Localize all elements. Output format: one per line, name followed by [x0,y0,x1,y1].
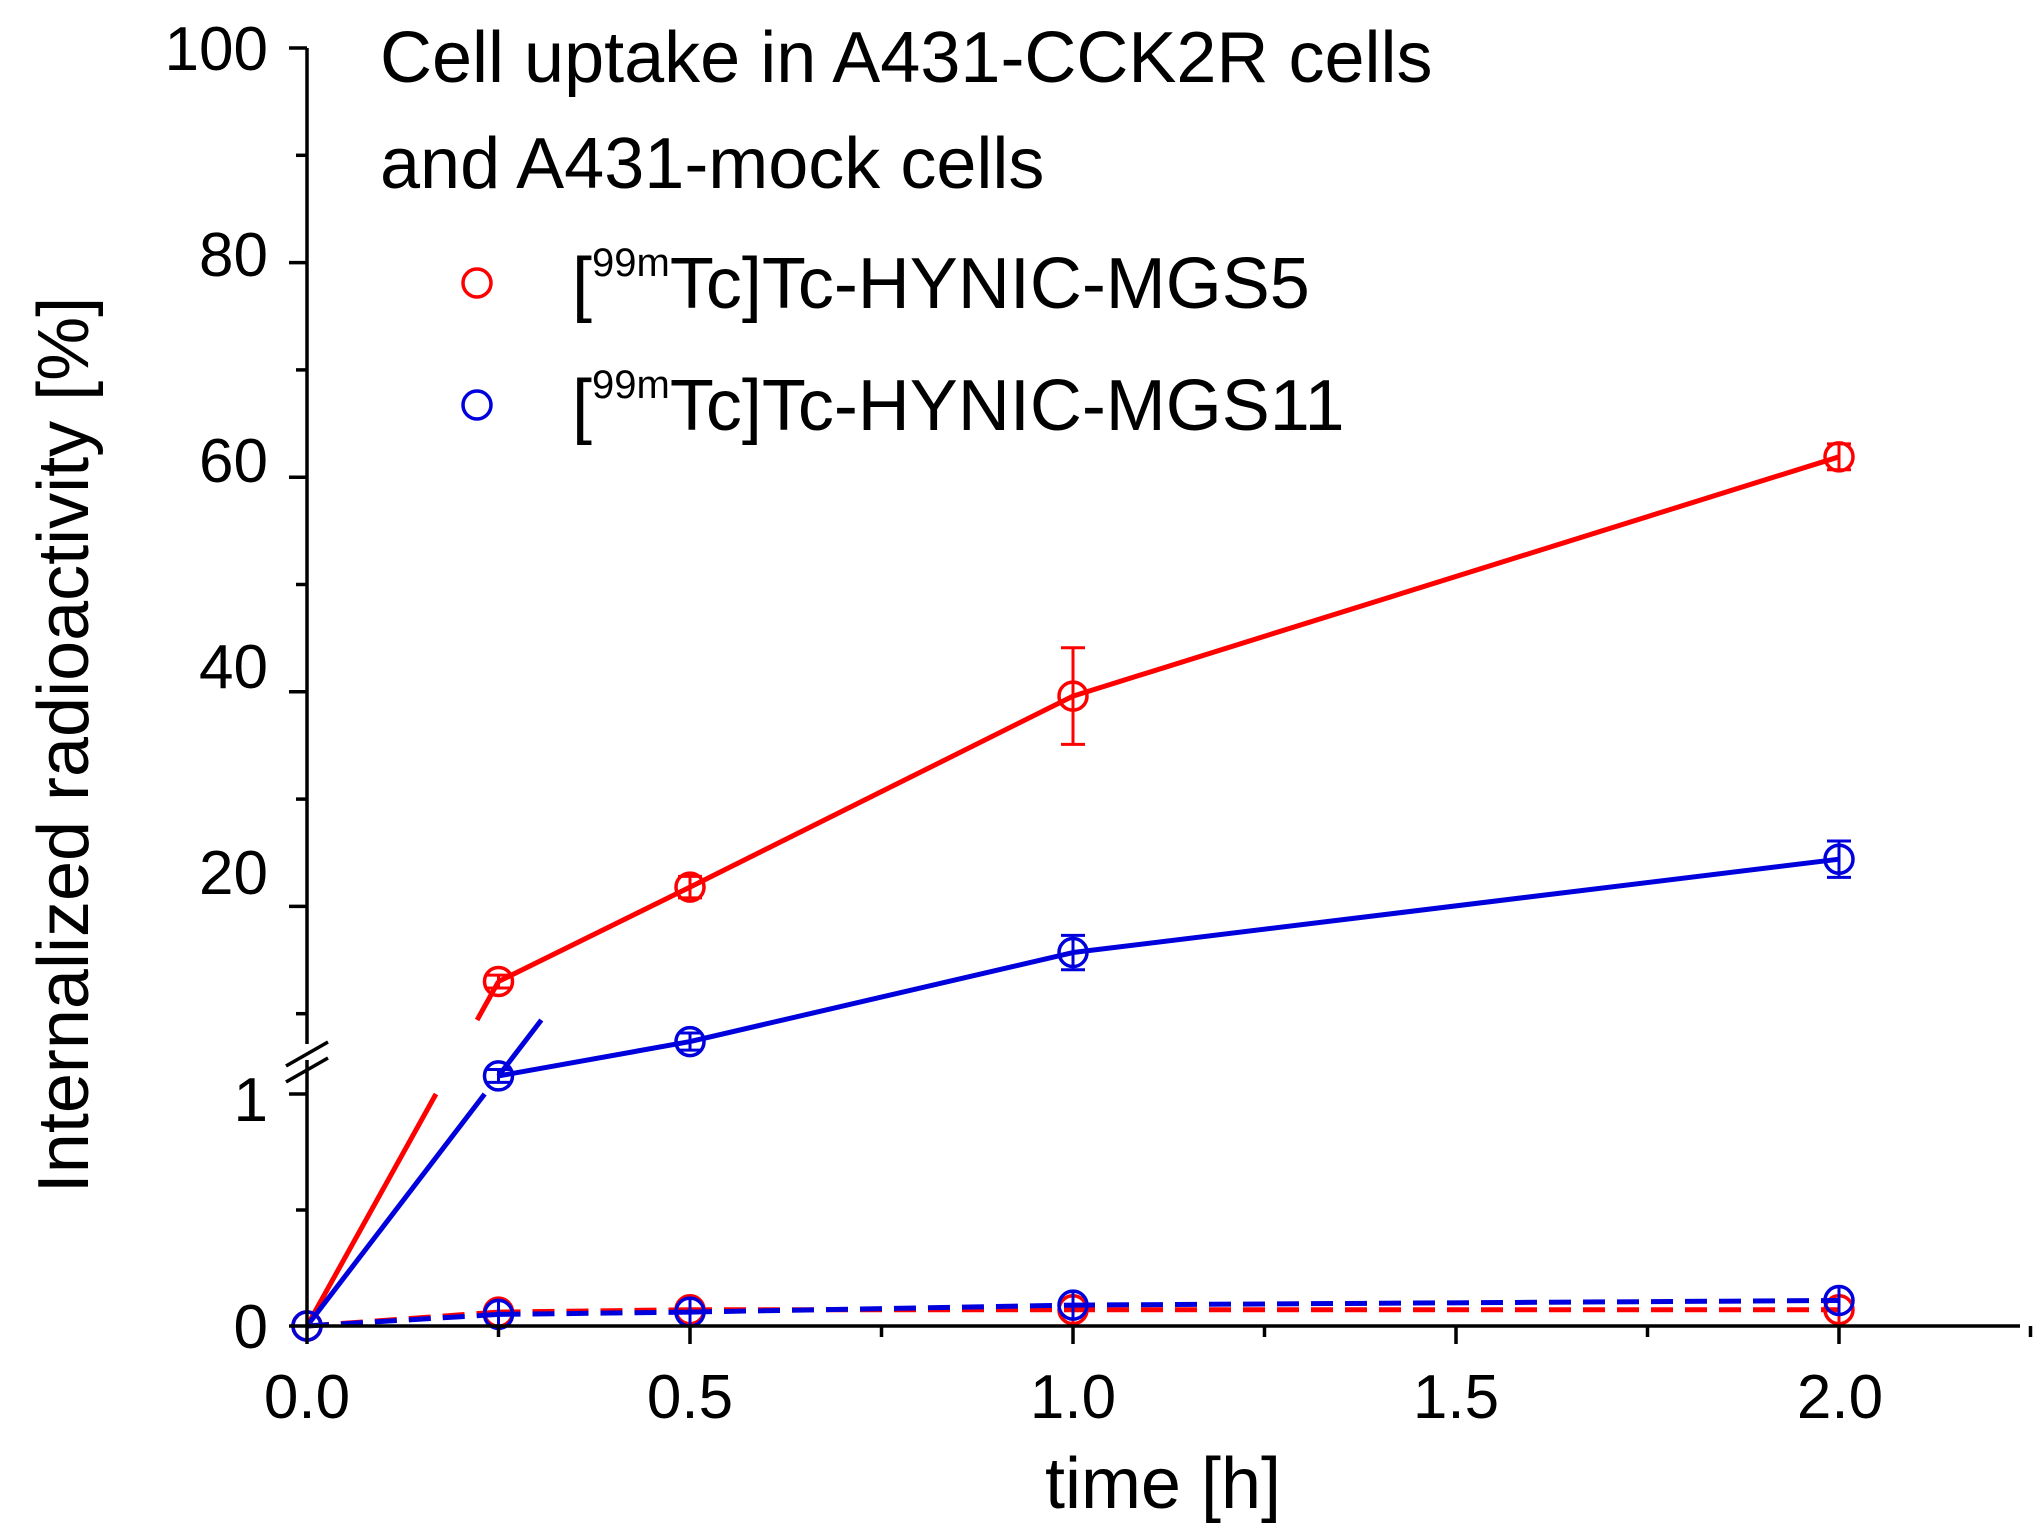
series-line-segment [304,1092,439,1328]
data-point-marker [1823,441,1855,473]
x-tick-label-0.5: 0.5 [647,1363,733,1432]
y-tick-label-40: 40 [199,633,268,702]
legend-marker-mgs11 [461,389,493,421]
data-point-marker [1057,936,1089,969]
legend-label-mgs11: [99mTc]Tc-HYNIC-MGS11 [572,363,1345,446]
data-point-marker [1057,680,1089,712]
x-tick-label-2: 2.0 [1797,1363,1883,1432]
series-1 [291,839,1855,1342]
legend-main-mgs11: Tc]Tc-HYNIC-MGS11 [670,366,1345,446]
series-0 [291,441,1855,1342]
series-line-segment [1072,856,1840,956]
y-tick-label-0: 0 [234,1293,268,1362]
series-line-segment [689,950,1074,1045]
x-tick-labels: 0.0 0.5 1.0 1.5 2.0 [264,1363,1883,1432]
legend: [99mTc]Tc-HYNIC-MGS5 [99mTc]Tc-HYNIC-MGS… [461,241,1345,446]
data-point-marker [674,1025,706,1058]
axes [285,48,2020,1328]
x-tick-label-1.5: 1.5 [1413,1363,1499,1432]
series-line-segment [689,1302,1074,1315]
legend-bracket-mgs5: [ [572,244,592,324]
series-line-segment [1072,1297,1840,1308]
legend-entry-mgs5: [99mTc]Tc-HYNIC-MGS5 [461,241,1310,324]
y-tick-label-100: 100 [165,15,268,84]
data-point-marker [482,965,515,998]
data-point-marker [1823,843,1855,875]
x-tick-label-1: 1.0 [1030,1363,1116,1432]
series-line-segment [497,884,692,984]
y-tick-label-1: 1 [234,1066,268,1135]
legend-main-mgs5: Tc]Tc-HYNIC-MGS5 [670,244,1310,324]
data-point-marker [674,871,706,903]
legend-entry-mgs11: [99mTc]Tc-HYNIC-MGS11 [461,363,1345,446]
y-axis-title: Internalized radioactivity [%] [24,297,104,1193]
y-tick-label-80: 80 [199,221,268,290]
data-point-marker [482,1060,515,1092]
x-axis-title: time [h] [1045,1444,1281,1524]
data-layer [291,441,1855,1342]
legend-sup-mgs5: 99m [592,241,670,285]
series-line-segment [688,693,1075,890]
series-line-segment [498,1039,691,1079]
chart-title-line-1: Cell uptake in A431-CCK2R cells [380,18,1433,98]
legend-bracket-mgs11: [ [572,366,592,446]
legend-marker-mgs5 [461,267,493,299]
series-line-segment [496,1018,544,1078]
chart-title-line-2: and A431-mock cells [380,124,1044,204]
tick-marks [289,46,2033,1344]
series-line-segment [305,1092,487,1328]
legend-sup-mgs11: 99m [592,363,670,407]
series-line-segment [1072,454,1840,699]
y-tick-label-60: 60 [199,427,268,496]
legend-label-mgs5: [99mTc]Tc-HYNIC-MGS5 [572,241,1310,324]
x-tick-label-0: 0.0 [264,1363,350,1432]
y-axis-break-mark-1 [285,1040,329,1068]
y-tick-label-20: 20 [199,839,268,908]
y-tick-labels: 0 1 20 40 60 80 100 [165,15,268,1362]
y-axis-break-mark-2 [285,1056,329,1084]
